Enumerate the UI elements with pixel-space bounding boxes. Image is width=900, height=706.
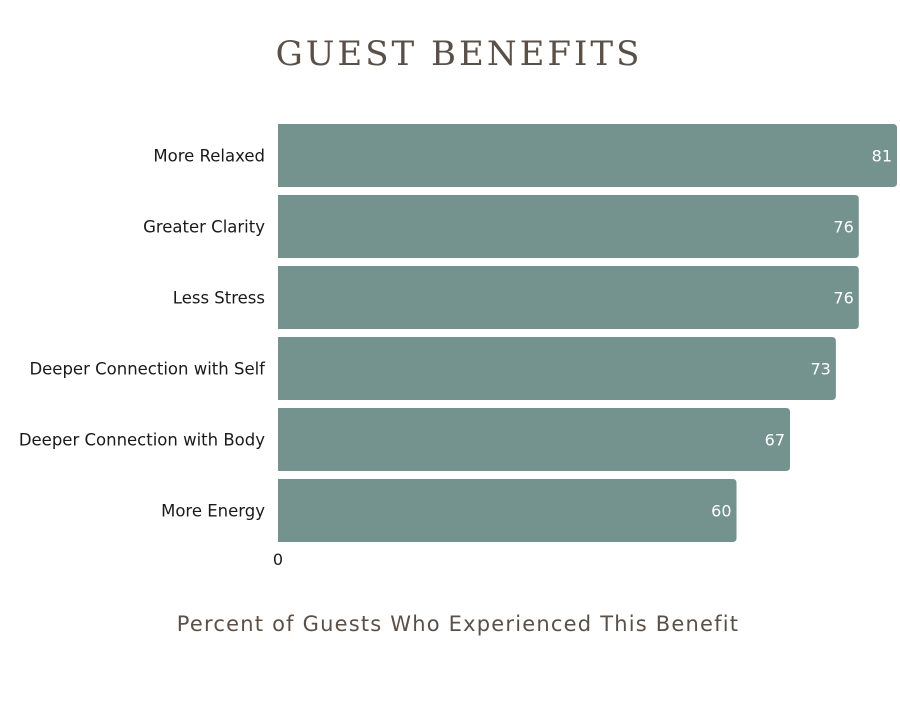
bar-deeper-connection-with-body xyxy=(278,408,791,471)
bar-value-label: 73 xyxy=(811,360,831,379)
bar-value-label: 76 xyxy=(833,289,853,308)
x-axis-label: Percent of Guests Who Experienced This B… xyxy=(176,612,740,636)
category-label: Deeper Connection with Body xyxy=(19,431,265,450)
category-label: More Relaxed xyxy=(153,147,265,166)
category-label: Greater Clarity xyxy=(143,218,265,237)
bar-deeper-connection-with-self xyxy=(278,337,836,400)
bars-layer: 81 76 76 73 67 60 xyxy=(278,124,897,542)
x-ticks-layer: 0 xyxy=(273,550,283,569)
bar-less-stress xyxy=(278,266,859,329)
bar-value-label: 60 xyxy=(711,502,731,521)
bar-value-label: 76 xyxy=(833,218,853,237)
bar-greater-clarity xyxy=(278,195,859,258)
category-label: Deeper Connection with Self xyxy=(29,360,266,379)
category-labels-layer: More Relaxed Greater Clarity Less Stress De… xyxy=(19,147,266,521)
bar-value-label: 67 xyxy=(765,431,785,450)
bar-value-label: 81 xyxy=(872,147,892,166)
bar-more-energy xyxy=(278,479,737,542)
category-label: More Energy xyxy=(161,502,265,521)
category-label: Less Stress xyxy=(173,289,265,308)
bar-more-relaxed xyxy=(278,124,897,187)
x-tick-label: 0 xyxy=(273,550,283,569)
chart-title: GUEST BENEFITS xyxy=(275,34,643,74)
